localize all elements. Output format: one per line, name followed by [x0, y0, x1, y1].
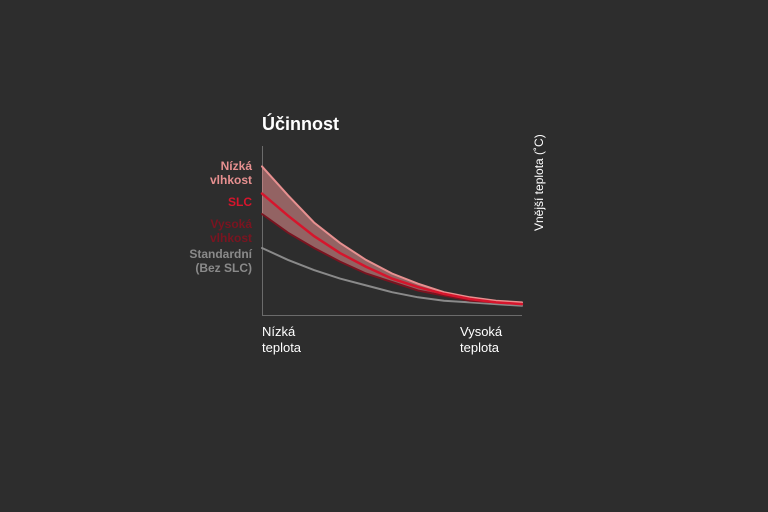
legend-high-humidity: Vysokávlhkost	[210, 218, 262, 246]
legend-slc: SLC	[228, 196, 262, 210]
x-label-high-temp: Vysokáteplota	[460, 324, 502, 355]
x-label-low-temp: Nízkáteplota	[262, 324, 301, 355]
chart-title: Účinnost	[262, 114, 339, 135]
humidity-band	[262, 166, 522, 304]
plot-area	[262, 146, 522, 316]
right-axis-label: Vnější teplota (˚C)	[532, 134, 546, 231]
legend-standard: Standardní(Bez SLC)	[189, 248, 262, 276]
plot-svg	[262, 146, 522, 316]
legend-low-humidity: Nízkávlhkost	[210, 160, 262, 188]
efficiency-chart: Účinnost Nízkávlhkost SLC Vysokávlhkost …	[262, 146, 542, 346]
